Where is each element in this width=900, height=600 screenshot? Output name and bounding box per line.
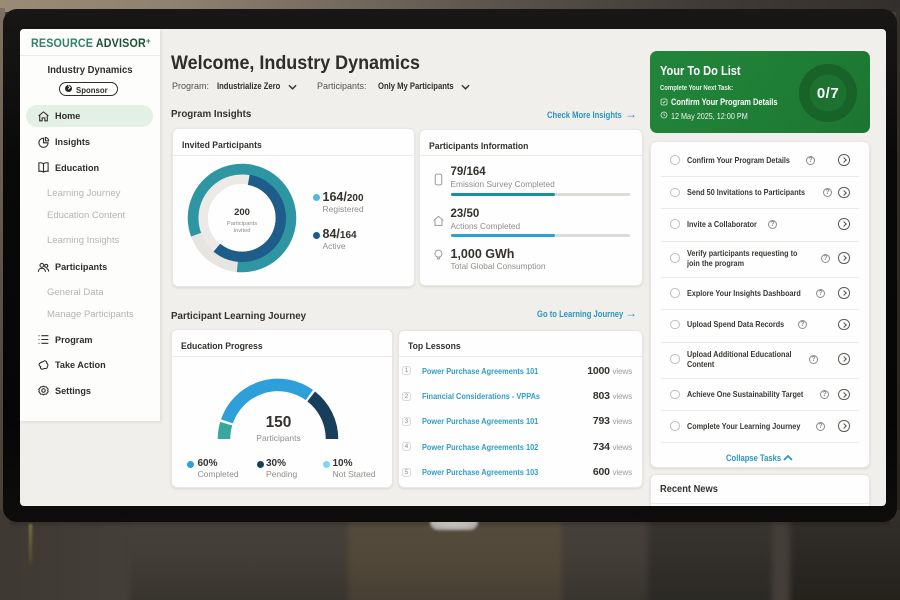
svg-text:Participants: Participants	[226, 221, 256, 227]
svg-text:Invited: Invited	[233, 228, 250, 234]
svg-text:200: 200	[234, 207, 250, 218]
